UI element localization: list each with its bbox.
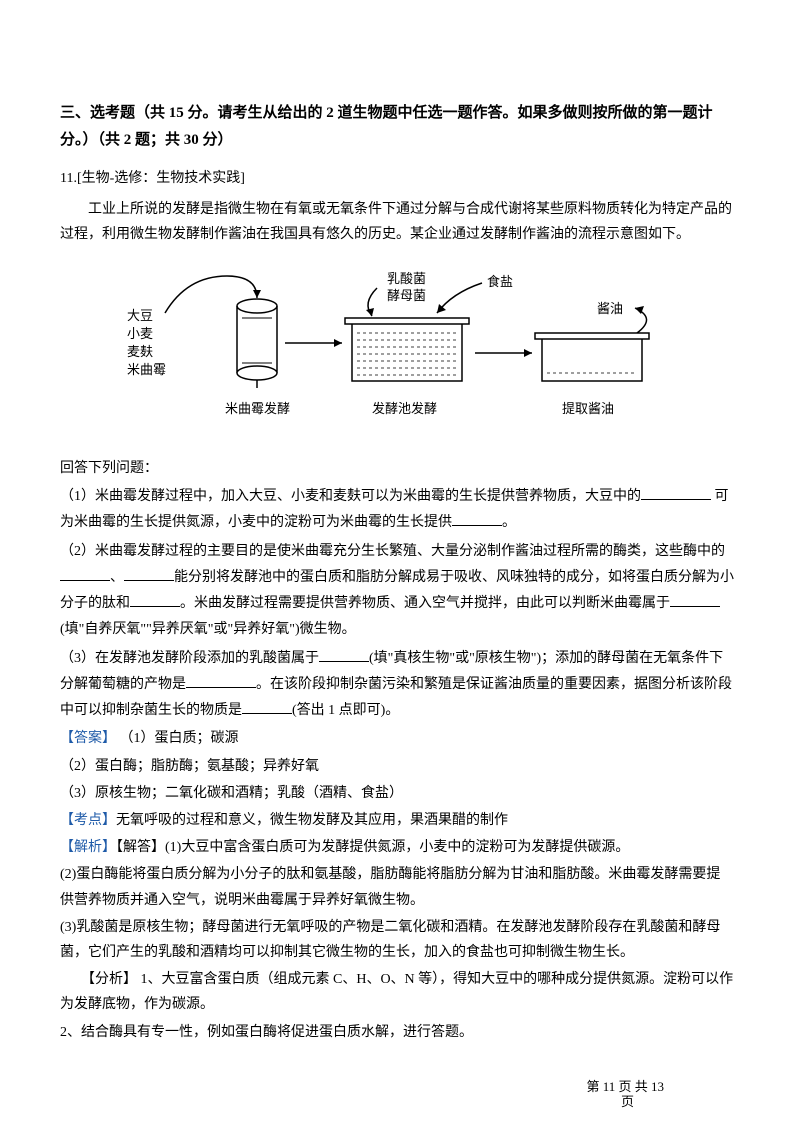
q2-text-b: 、 xyxy=(110,570,124,585)
blank xyxy=(124,567,174,581)
answer-2: （2）蛋白酶；脂肪酶；氨基酸；异养好氧 xyxy=(60,754,734,779)
analysis-p1: (1)大豆中富含蛋白质可为发酵提供氮源，小麦中的淀粉可为发酵提供碳源。 xyxy=(165,840,629,855)
q3-text-a: （3）在发酵池发酵阶段添加的乳酸菌属于 xyxy=(60,651,319,666)
fx-1: 1、大豆富含蛋白质（组成元素 C、H、O、N 等），得知大豆中的哪种成分提供氮源… xyxy=(60,972,733,1012)
answer-3: （3）原核生物；二氧化碳和酒精；乳酸（酒精、食盐） xyxy=(60,781,734,806)
exam-text: 无氧呼吸的过程和意义，微生物发酵及其应用，果酒果醋的制作 xyxy=(116,813,508,828)
output-label: 酱油 xyxy=(597,301,623,316)
top-label-1: 乳酸菌 xyxy=(387,271,426,286)
blank xyxy=(641,486,711,500)
fx-label: 【分析】 xyxy=(81,972,137,987)
q2-text-e: (填"自养厌氧""异养厌氧"或"异养好氧")微生物。 xyxy=(60,622,356,637)
analysis-label: 【解析】 xyxy=(60,840,116,855)
q1-text-c: 。 xyxy=(502,515,516,530)
top-label-2: 酵母菌 xyxy=(387,288,426,303)
question-subject: [生物-选修：生物技术实践] xyxy=(77,171,245,186)
input-label-1: 大豆 xyxy=(127,308,153,323)
answer-label: 【答案】 xyxy=(60,731,116,746)
input-label-3: 麦麸 xyxy=(127,344,153,359)
analysis-p2: (2)蛋白酶能将蛋白质分解为小分子的肽和氨基酸，脂肪酶能将脂肪分解为甘油和脂肪酸… xyxy=(60,862,734,912)
subq-1: （1）米曲霉发酵过程中，加入大豆、小麦和麦麸可以为米曲霉的生长提供营养物质，大豆… xyxy=(60,484,734,536)
q2-text-d: 。米曲发酵过程需要提供营养物质、通入空气并搅拌，由此可以判断米曲霉属于 xyxy=(180,596,670,611)
section-title: 三、选考题（共 15 分。请考生从给出的 2 道生物题中任选一题作答。如果多做则… xyxy=(60,100,734,154)
stage1-label: 米曲霉发酵 xyxy=(225,401,290,416)
q2-text-a: （2）米曲霉发酵过程的主要目的是使米曲霉充分生长繁殖、大量分泌制作酱油过程所需的… xyxy=(60,544,725,559)
q1-text-a: （1）米曲霉发酵过程中，加入大豆、小麦和麦麸可以为米曲霉的生长提供营养物质，大豆… xyxy=(60,489,641,504)
exam-label: 【考点】 xyxy=(60,813,116,828)
analysis-p3: (3)乳酸菌是原核生物；酵母菌进行无氧呼吸的产物是二氧化碳和酒精。在发酵池发酵阶… xyxy=(60,915,734,965)
question-intro: 工业上所说的发酵是指微生物在有氧或无氧条件下通过分解与合成代谢将某些原料物质转化… xyxy=(60,197,734,247)
q3-text-d: (答出 1 点即可)。 xyxy=(292,703,399,718)
stage3-label: 提取酱油 xyxy=(562,401,614,416)
blank xyxy=(186,674,256,688)
analysis-sublabel: 【解答】 xyxy=(116,840,165,855)
analysis-block: 【解析】【解答】(1)大豆中富含蛋白质可为发酵提供氮源，小麦中的淀粉可为发酵提供… xyxy=(60,835,734,860)
subq-3: （3）在发酵池发酵阶段添加的乳酸菌属于(填"真核生物"或"原核生物")；添加的酵… xyxy=(60,646,734,724)
blank xyxy=(130,593,180,607)
subq-intro: 回答下列问题： xyxy=(60,456,734,482)
top-label-3: 食盐 xyxy=(487,274,513,289)
blank xyxy=(242,700,292,714)
answer-1: （1）蛋白质；碳源 xyxy=(116,731,239,746)
input-label-4: 米曲霉 xyxy=(127,362,166,377)
process-diagram: 大豆 小麦 麦麸 米曲霉 米曲霉发酵 乳酸菌 酵母菌 食盐 xyxy=(117,258,677,438)
page-footer-sub: 页 xyxy=(621,1090,634,1113)
blank xyxy=(319,648,369,662)
fx-block: 【分析】 1、大豆富含蛋白质（组成元素 C、H、O、N 等），得知大豆中的哪种成… xyxy=(60,967,734,1017)
input-label-2: 小麦 xyxy=(127,326,153,341)
fx-2: 2、结合酶具有专一性，例如蛋白酶将促进蛋白质水解，进行答题。 xyxy=(60,1020,734,1045)
exam-points: 【考点】无氧呼吸的过程和意义，微生物发酵及其应用，果酒果醋的制作 xyxy=(60,808,734,833)
stage2-label: 发酵池发酵 xyxy=(372,401,437,416)
question-number: 11. xyxy=(60,171,77,186)
answer-block: 【答案】 （1）蛋白质；碳源 （2）蛋白酶；脂肪酶；氨基酸；异养好氧 （3）原核… xyxy=(60,726,734,806)
blank xyxy=(60,567,110,581)
blank xyxy=(452,512,502,526)
question-header: 11.[生物-选修：生物技术实践] xyxy=(60,166,734,191)
subq-2: （2）米曲霉发酵过程的主要目的是使米曲霉充分生长繁殖、大量分泌制作酱油过程所需的… xyxy=(60,539,734,643)
blank xyxy=(670,593,720,607)
